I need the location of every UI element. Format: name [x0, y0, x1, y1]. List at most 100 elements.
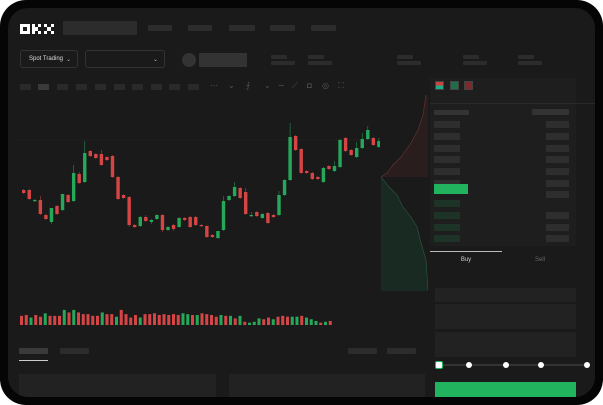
slider-handle[interactable]: [435, 361, 443, 369]
market-select[interactable]: Spot Trading ⌄: [20, 50, 78, 68]
ask-price[interactable]: [434, 156, 460, 163]
candle: [71, 173, 76, 201]
nav-item[interactable]: [188, 25, 212, 31]
volume-bar: [138, 317, 142, 325]
volume-bar: [96, 315, 99, 325]
volume-bar: [224, 315, 228, 325]
line-tool-icon[interactable]: ∼: [278, 81, 285, 90]
volume-bar: [252, 321, 256, 325]
bid-price[interactable]: [434, 212, 460, 219]
candle: [371, 138, 376, 145]
stat-value: [308, 61, 332, 65]
candle-type-icon[interactable]: ⋯: [210, 81, 218, 90]
volume-bar: [20, 315, 23, 325]
timeframe-button[interactable]: [95, 84, 106, 90]
market-select-label: Spot Trading: [29, 56, 64, 62]
candle: [332, 166, 337, 171]
okx-logo[interactable]: [20, 22, 57, 34]
volume-bar: [271, 319, 275, 325]
tab-open-orders[interactable]: [19, 348, 48, 354]
volume-bar: [110, 314, 114, 325]
pair-select[interactable]: ⌄: [85, 50, 165, 68]
orderbook-sell-icon[interactable]: [464, 81, 473, 90]
nav-item[interactable]: [270, 25, 295, 31]
timeframe-button[interactable]: [114, 84, 125, 90]
chevron-down-icon: ⌄: [65, 57, 71, 63]
slider-step[interactable]: [466, 362, 472, 368]
ask-price[interactable]: [434, 168, 460, 175]
candle: [349, 150, 353, 155]
buy-button[interactable]: [435, 382, 576, 397]
orderbook-buy-icon[interactable]: [450, 81, 459, 90]
timeframe-button[interactable]: [76, 84, 87, 90]
orderbook-both-icon[interactable]: [435, 81, 444, 90]
volume-bar: [267, 317, 270, 325]
divider: [430, 103, 595, 104]
volume-bar: [24, 315, 28, 325]
volume-bar: [238, 315, 242, 325]
last-price-highlight[interactable]: [434, 184, 468, 194]
candle: [244, 192, 248, 214]
candle: [99, 154, 104, 165]
ask-price[interactable]: [434, 121, 460, 128]
bid-price[interactable]: [434, 200, 460, 207]
stat-label: [463, 55, 479, 59]
volume-bar: [305, 317, 308, 325]
stat-label: [271, 55, 287, 59]
filter-button[interactable]: [387, 348, 416, 354]
candle: [355, 148, 359, 157]
leverage-slider-track[interactable]: [440, 364, 587, 366]
ask-price[interactable]: [434, 133, 460, 140]
timeframe-button[interactable]: [38, 84, 49, 90]
tab-buy[interactable]: Buy: [460, 257, 472, 263]
timeframe-button[interactable]: [169, 84, 180, 90]
candle: [310, 173, 314, 179]
nav-item[interactable]: [148, 25, 172, 31]
slider-step[interactable]: [584, 362, 590, 368]
filter-button[interactable]: [348, 348, 377, 354]
bid-price[interactable]: [434, 235, 460, 242]
candle: [260, 214, 265, 218]
timeframe-button[interactable]: [20, 84, 31, 90]
candle: [171, 225, 176, 229]
price-input[interactable]: [435, 288, 576, 302]
volume-bar: [176, 315, 180, 325]
fullscreen-icon[interactable]: ⛶: [338, 81, 344, 90]
camera-icon[interactable]: ◘: [307, 81, 312, 90]
ask-price[interactable]: [434, 180, 460, 187]
slider-step[interactable]: [503, 362, 509, 368]
volume-bar: [319, 322, 323, 325]
amount-input[interactable]: [435, 304, 576, 329]
candle: [49, 208, 54, 222]
bid-price[interactable]: [434, 224, 460, 231]
stat-label: [518, 55, 534, 59]
nav-item[interactable]: [311, 25, 336, 31]
volume-bar: [72, 309, 76, 325]
settings-icon[interactable]: ◎: [322, 81, 329, 90]
volume-bar: [290, 316, 294, 325]
volume-bar: [200, 313, 204, 325]
timeframe-button[interactable]: [151, 84, 162, 90]
header-search-placeholder[interactable]: [63, 21, 137, 35]
timeframe-button[interactable]: [132, 84, 143, 90]
nav-item[interactable]: [229, 25, 255, 31]
timeframe-button[interactable]: [57, 84, 68, 90]
tab-order-history[interactable]: [60, 348, 89, 354]
volume-bar: [43, 313, 47, 325]
ruler-icon[interactable]: ⟋: [292, 81, 298, 90]
slider-step[interactable]: [538, 362, 544, 368]
tab-sell[interactable]: Sell: [534, 257, 545, 263]
chevron-down-icon[interactable]: ⌄: [228, 81, 235, 90]
bid-amount: [546, 212, 569, 219]
total-input[interactable]: [435, 332, 576, 357]
volume-bar: [286, 316, 289, 325]
ask-price[interactable]: [434, 145, 460, 152]
candle: [216, 231, 220, 238]
indicator-icon[interactable]: ⨍: [246, 81, 251, 90]
candlestick-chart[interactable]: [8, 95, 380, 335]
volume-bar: [210, 315, 213, 325]
chevron-down-icon[interactable]: ⌄: [264, 81, 271, 90]
timeframe-button[interactable]: [188, 84, 199, 90]
stat-value: [397, 61, 421, 65]
candle: [366, 130, 370, 139]
